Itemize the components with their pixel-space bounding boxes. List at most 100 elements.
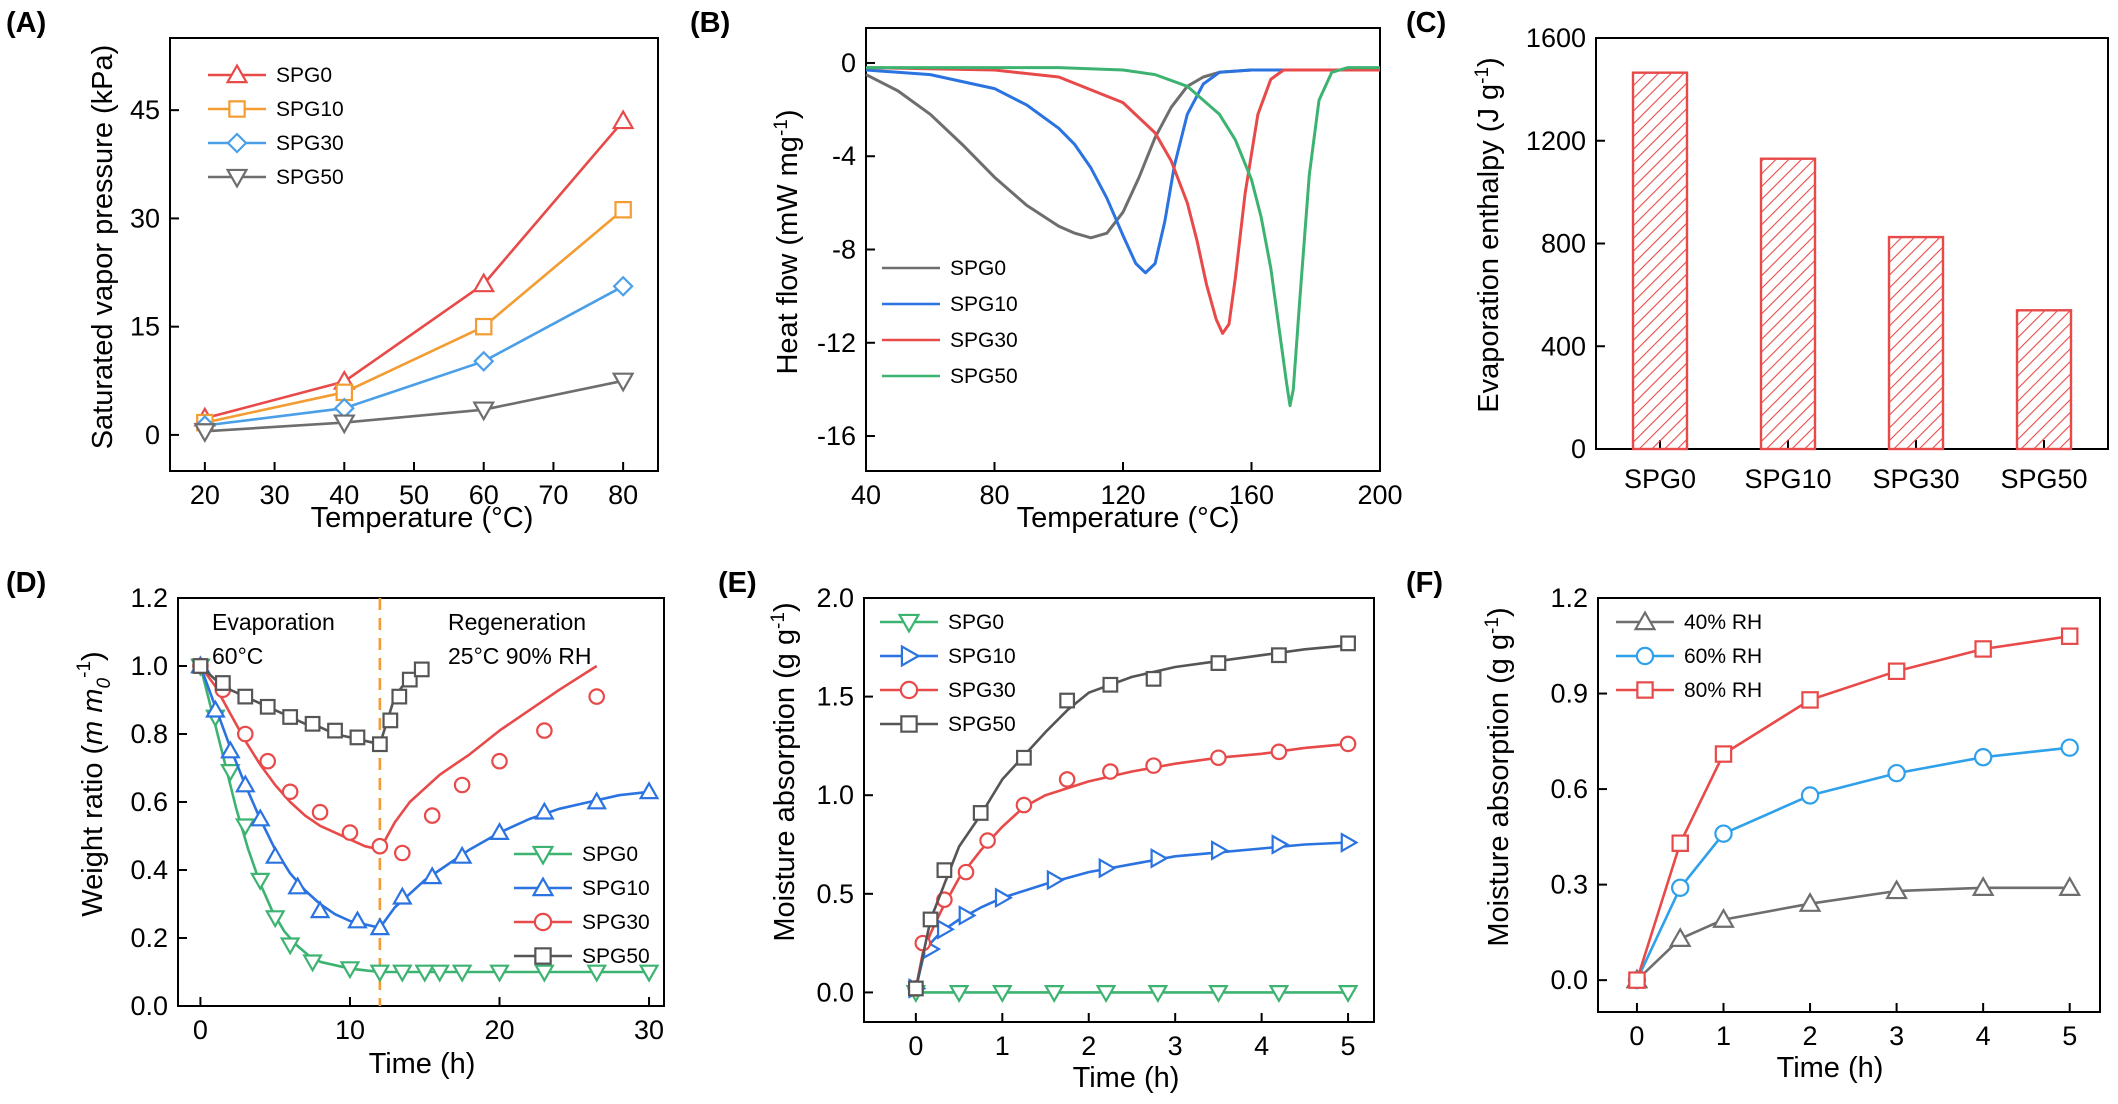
panel-a-legend-label: SPG10 xyxy=(276,98,344,121)
panel-e-series-spg30-point xyxy=(1145,757,1162,774)
panel-c-bar-spg10 xyxy=(1759,157,1817,451)
panel-e-series-spg10-point xyxy=(958,905,977,926)
panel-b-series-spg10-curve xyxy=(865,68,1380,275)
panel-d-series-spg10-point xyxy=(347,910,368,929)
panel-d-legend-marker xyxy=(531,876,555,897)
panel-e-y-axis-title-main: Moisture absorption (g g xyxy=(769,629,801,942)
panel-b-y-axis-title-end: ) xyxy=(772,109,804,119)
panel-e-y-axis-title: Moisture absorption (g g-1) xyxy=(768,602,801,941)
panel-e-series-spg30-point xyxy=(979,832,996,849)
panel-f-series-80-rh-point xyxy=(2060,627,2079,645)
panel-a-chart: (A) 20 30 40 50 60 70 80 0 15 30 45 SPG0 SPG10 SPG30 S… xyxy=(6,7,659,534)
panel-a-legend-marker xyxy=(228,100,246,118)
panel-d-series-spg0-point xyxy=(279,937,301,956)
panel-b-x-tick-label: 200 xyxy=(1357,480,1402,510)
panel-f-series-80-rh-point xyxy=(1714,745,1733,763)
panel-d-series-spg10-point xyxy=(220,740,241,759)
panel-e-legend-marker xyxy=(900,715,918,733)
panel-b-y-axis-title-superscript: -1 xyxy=(771,119,792,136)
panel-d-series-spg0-point xyxy=(234,818,256,837)
panel-b-y-tick-label: 0 xyxy=(841,48,856,78)
panel-c-x-tick-label: SPG10 xyxy=(1744,464,1831,494)
panel-e-legend-label: SPG0 xyxy=(948,611,1004,634)
panel-d-y-axis-title-main: Weight ratio ( xyxy=(77,744,109,916)
panel-d-series-spg0-point xyxy=(638,964,660,983)
panel-d-series-spg30-point xyxy=(453,776,471,794)
panel-e-series-spg0-point xyxy=(1043,985,1065,1004)
panel-a-x-tick-label: 40 xyxy=(329,480,359,510)
panel-e-y-axis-title-end: ) xyxy=(769,602,801,612)
panel-c-chart: (C) 0 400 800 1200 1600 SPG0 SPG10 SPG30 SPG50 E… xyxy=(1406,7,2109,494)
panel-b-x-tick-label: 40 xyxy=(851,480,881,510)
panel-d-series-spg0-fit xyxy=(199,665,649,974)
panel-b-y-tick-label: -16 xyxy=(817,421,856,451)
panel-e-x-tick-label: 0 xyxy=(908,1031,923,1061)
panel-d-series-spg10-point xyxy=(369,917,391,936)
panel-d-series-spg10-point xyxy=(534,801,555,820)
panel-e-x-tick-label: 1 xyxy=(995,1031,1010,1061)
panel-d-y-tick-label: 0.8 xyxy=(130,719,168,749)
panel-f-legend-marker xyxy=(1635,646,1655,666)
panel-c-y-tick-label: 400 xyxy=(1541,331,1586,361)
panel-d-legend-marker xyxy=(533,912,553,932)
panel-d-series-spg10-point xyxy=(234,774,256,793)
panel-d-series-spg30-point xyxy=(423,807,441,824)
panel-c-y-tick-label: 1200 xyxy=(1526,126,1586,156)
panel-e-series-spg0-point xyxy=(992,985,1013,1004)
panel-d-y-axis-title-superscript: -1 xyxy=(74,661,95,678)
panel-d-y-axis-title-subscript: 0 xyxy=(94,677,115,688)
panel-d-y-tick-label: 1.2 xyxy=(130,583,168,613)
panel-e-x-tick-label: 3 xyxy=(1168,1031,1183,1061)
panel-f-series-40-rh-point xyxy=(1798,892,1822,912)
panel-a-legend-marker xyxy=(225,63,249,84)
panel-e-series-spg50-point xyxy=(1210,655,1227,671)
panel-d-series-spg10-point xyxy=(392,886,413,905)
panel-d-annotation-regeneration: Regeneration xyxy=(448,609,586,635)
panel-a-series-spg50-point xyxy=(332,414,356,435)
panel-f-y-tick-label: 0.0 xyxy=(1550,965,1588,995)
panel-e-label: (E) xyxy=(718,567,757,599)
panel-e-series-spg30-fit xyxy=(914,742,1349,989)
panel-d-legend-label: SPG10 xyxy=(582,877,650,900)
panel-d-series-spg30-point xyxy=(394,844,411,862)
panel-e-series-spg0-point xyxy=(1147,985,1169,1004)
panel-b-series-spg50-curve xyxy=(866,66,1380,408)
panel-d-series-spg0-point xyxy=(220,763,241,783)
panel-a-y-tick-label: 0 xyxy=(145,420,160,450)
panel-b-y-tick-label: -12 xyxy=(817,328,856,358)
panel-a-series-spg30-line xyxy=(204,285,624,427)
panel-d-series-spg30-point xyxy=(536,722,553,739)
panel-e-y-axis-title-superscript: -1 xyxy=(768,612,789,629)
panel-f-series-80-rh-point xyxy=(1974,640,1992,658)
panel-b-x-axis-title: Temperature (°C) xyxy=(1017,502,1240,534)
panel-c-y-tick-label: 0 xyxy=(1571,434,1586,464)
panel-e-series-spg30-point xyxy=(1058,771,1076,788)
panel-d-y-tick-label: 0.6 xyxy=(130,787,168,817)
panel-e-series-spg50-point xyxy=(936,862,953,879)
panel-b-label: (B) xyxy=(690,7,730,39)
panel-c-x-tick-label: SPG30 xyxy=(1872,464,1959,494)
panel-d-legend-label: SPG0 xyxy=(582,843,638,866)
panel-c-bar-spg50 xyxy=(2015,309,2073,451)
panel-d-series-spg10-point xyxy=(249,808,271,827)
panel-a-series-spg30-point xyxy=(612,275,634,297)
panel-e-series-spg0-point xyxy=(1095,985,1117,1004)
panel-f-legend-label: 80% RH xyxy=(1684,679,1762,702)
panel-f-series-80-rh-point xyxy=(1801,691,1819,709)
panel-f-y-axis-title-superscript: -1 xyxy=(1482,617,1503,634)
panel-a-series-spg50-line xyxy=(204,379,624,433)
panel-e-series-spg50-point xyxy=(1271,647,1287,664)
panel-e-series-spg50-point xyxy=(1102,676,1119,693)
panel-a-x-tick-label: 60 xyxy=(469,480,499,510)
panel-a-series-spg0-point xyxy=(611,109,635,130)
panel-c-y-tick-label: 1600 xyxy=(1526,23,1586,53)
panel-e-y-tick-label: 1.5 xyxy=(816,682,854,712)
panel-d-legend-label: SPG50 xyxy=(582,945,650,968)
panel-a-y-tick-label: 30 xyxy=(130,203,160,233)
panel-e-series-spg50-point xyxy=(922,911,939,928)
panel-d-y-tick-label: 1.0 xyxy=(130,651,168,681)
panel-b-x-tick-label: 120 xyxy=(1100,480,1145,510)
panel-a-x-tick-label: 30 xyxy=(260,480,290,510)
panel-d-series-spg10-point xyxy=(205,699,226,718)
